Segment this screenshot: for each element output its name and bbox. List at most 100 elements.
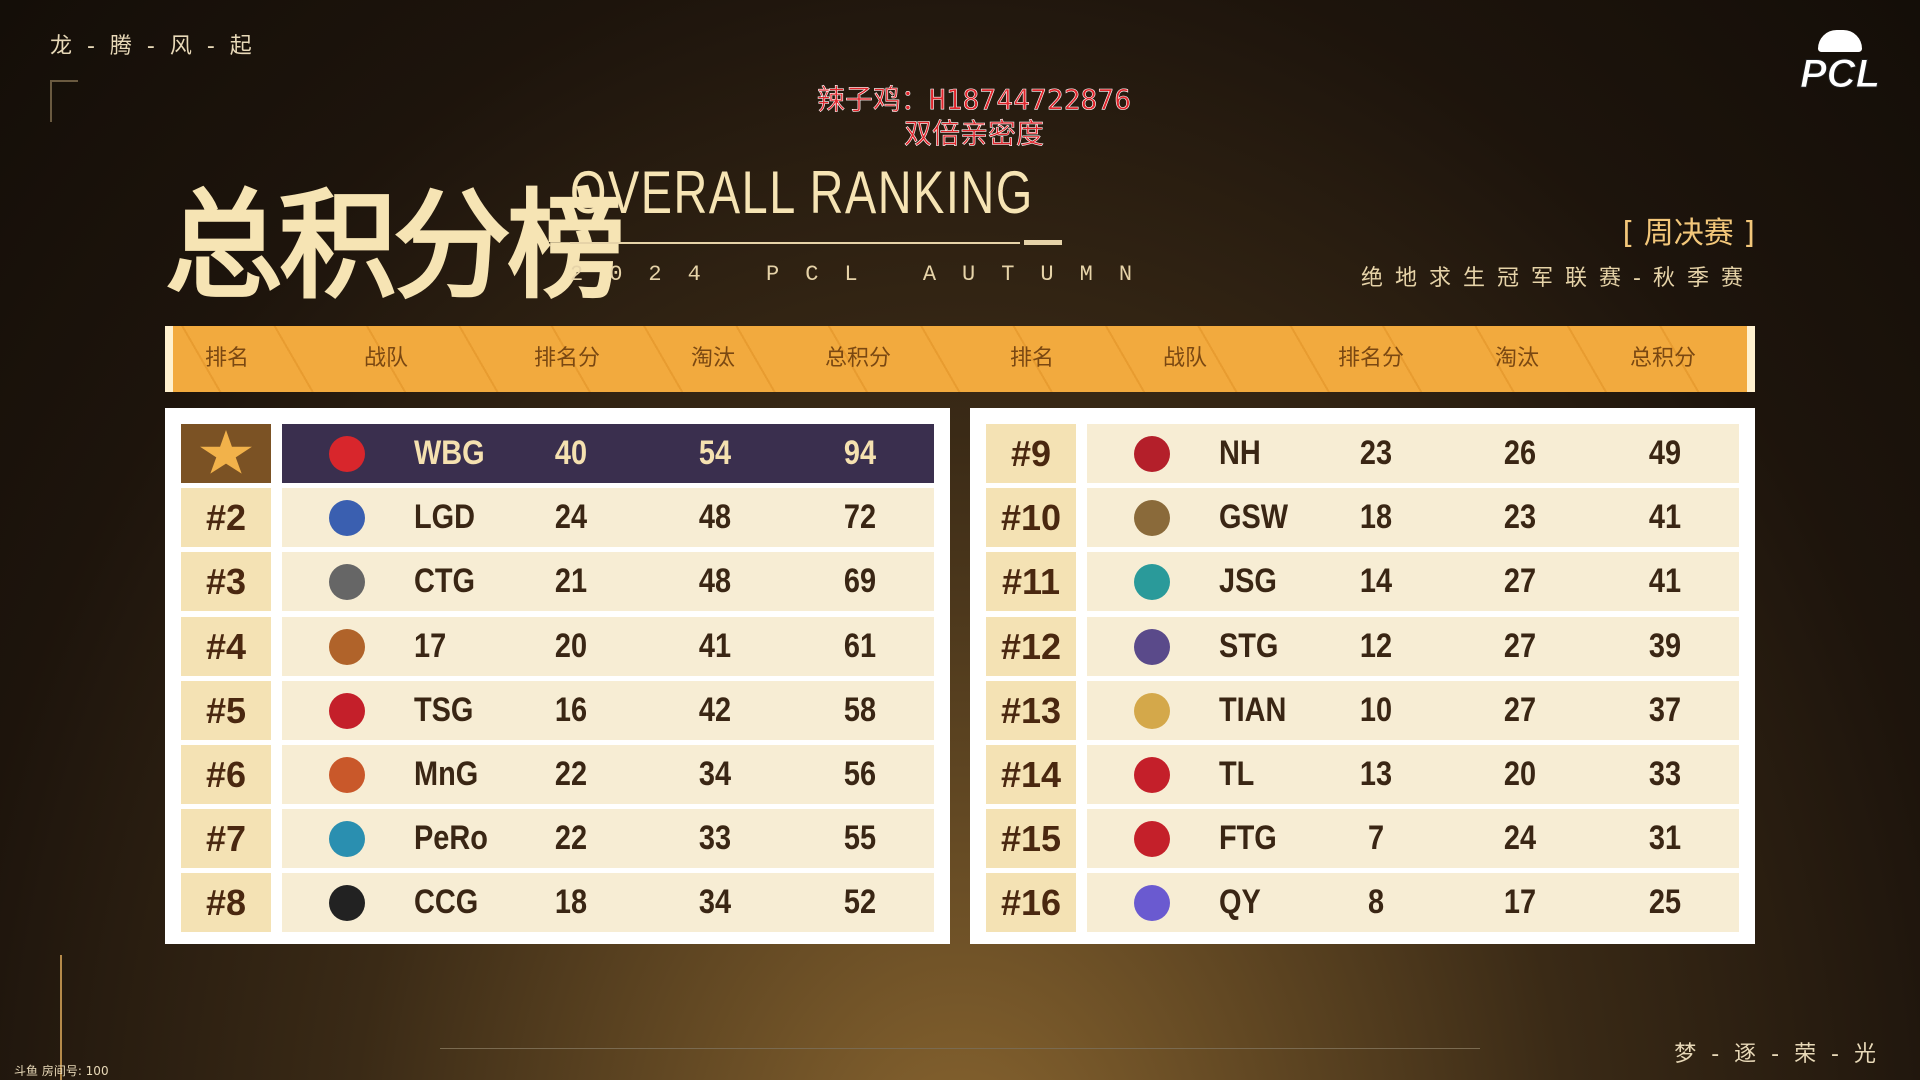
rank-cell: #9 (986, 424, 1076, 483)
eliminations: 41 (698, 626, 732, 665)
column-header: 总积分 (1629, 346, 1697, 371)
eliminations: 33 (698, 819, 732, 858)
column-header: 淘汰 (690, 346, 736, 371)
column-header: 总积分 (824, 346, 892, 371)
title-rule (570, 242, 1020, 244)
team-logo (1134, 628, 1170, 665)
team-logo (1134, 757, 1170, 793)
column-header: 战队 (363, 346, 409, 371)
team-name: STG (1219, 626, 1279, 665)
title-rule (1024, 240, 1062, 245)
team-logo (329, 500, 365, 537)
team-logo (1134, 500, 1170, 537)
placement-points: 16 (554, 690, 588, 729)
stage: [ 周决赛 ] (1622, 216, 1755, 251)
team-row: STG 12 27 39 (1087, 616, 1739, 676)
column-header: 排名 (204, 346, 250, 371)
eliminations: 27 (1503, 562, 1537, 601)
team-logo (329, 436, 365, 472)
team-name: CTG (414, 562, 476, 601)
team-name: JSG (1219, 562, 1277, 601)
rank-cell: #6 (181, 745, 271, 804)
team-row: PeRo 22 33 55 (282, 809, 934, 869)
column-header: 排名分 (533, 346, 601, 371)
team-name: LGD (414, 498, 476, 537)
watermark: 辣子鸡：H18744722876 (816, 83, 1132, 117)
team-row: CTG 21 48 69 (282, 552, 934, 612)
total-points: 49 (1648, 434, 1682, 472)
eliminations: 27 (1503, 626, 1537, 665)
total-points: 31 (1648, 819, 1682, 858)
subtitle: 2024 PCL AUTUMN (570, 262, 1159, 287)
title-en: OVERALL RANKING (570, 159, 1034, 226)
rank-cell (181, 424, 271, 483)
total-points: 61 (843, 626, 877, 665)
deco-line (440, 1048, 1480, 1049)
total-points: 55 (843, 819, 877, 858)
rank-cell: #3 (181, 552, 271, 612)
team-row: NH 23 26 49 (1087, 424, 1739, 483)
rank-cell: #12 (986, 616, 1076, 676)
team-logo (329, 692, 365, 729)
logo-text: PCL (1800, 52, 1881, 97)
rank-cell: #10 (986, 488, 1076, 548)
team-name: 17 (414, 626, 447, 665)
placement-points: 21 (554, 562, 588, 601)
rank-cell: #11 (986, 552, 1076, 612)
team-row: QY 8 17 25 (1087, 873, 1739, 933)
eliminations: 17 (1503, 883, 1537, 922)
total-points: 56 (843, 755, 877, 793)
placement-points: 23 (1359, 434, 1393, 472)
rank-cell: #4 (181, 616, 271, 676)
team-row: TIAN 10 27 37 (1087, 680, 1739, 740)
deco-line (60, 955, 62, 1080)
team-name: FTG (1219, 819, 1277, 858)
room-number: 斗鱼 房间号: 100 (14, 1064, 109, 1078)
winner-icon (200, 430, 252, 474)
team-name: GSW (1219, 498, 1289, 537)
team-name: TIAN (1219, 690, 1287, 729)
team-logo (1134, 564, 1170, 601)
total-points: 37 (1648, 690, 1682, 729)
motto: 梦 - 逐 - 荣 - 光 (1674, 1042, 1880, 1067)
team-row: TL 13 20 33 (1087, 745, 1739, 804)
eliminations: 27 (1503, 690, 1537, 729)
team-row: FTG 7 24 31 (1087, 809, 1739, 869)
eliminations: 23 (1503, 498, 1537, 537)
title: 总积分榜 (165, 177, 625, 315)
placement-points: 22 (554, 755, 588, 793)
team-name: QY (1219, 883, 1261, 922)
team-logo (1134, 436, 1170, 472)
column-header: 战队 (1162, 346, 1208, 371)
placement-points: 7 (1367, 819, 1385, 858)
team-name: NH (1219, 434, 1261, 472)
placement-points: 13 (1359, 755, 1393, 793)
team-name: MnG (414, 755, 479, 793)
eliminations: 34 (698, 755, 732, 793)
column-header: 排名 (1009, 346, 1055, 371)
placement-points: 18 (554, 883, 588, 922)
placement-points: 12 (1359, 626, 1393, 665)
team-logo (1134, 821, 1170, 858)
motto: 龙 - 腾 - 风 - 起 (50, 34, 256, 59)
placement-points: 18 (1359, 498, 1393, 537)
total-points: 52 (843, 883, 877, 922)
team-name: TSG (414, 690, 474, 729)
total-points: 58 (843, 690, 877, 729)
team-logo (329, 564, 365, 601)
rank-cell: #14 (986, 745, 1076, 804)
eliminations: 42 (698, 690, 732, 729)
rank-cell: #7 (181, 809, 271, 869)
rank-cell: #13 (986, 680, 1076, 740)
total-points: 41 (1648, 562, 1682, 601)
watermark: 双倍亲密度 (903, 117, 1045, 151)
team-row: CCG 18 34 52 (282, 873, 934, 933)
team-row: MnG 22 34 56 (282, 745, 934, 804)
team-row: JSG 14 27 41 (1087, 552, 1739, 612)
placement-points: 8 (1367, 883, 1385, 922)
eliminations: 20 (1503, 755, 1537, 793)
rank-cell: #2 (181, 488, 271, 548)
team-logo (329, 757, 365, 793)
eliminations: 26 (1503, 434, 1537, 472)
team-row: LGD 24 48 72 (282, 488, 934, 548)
